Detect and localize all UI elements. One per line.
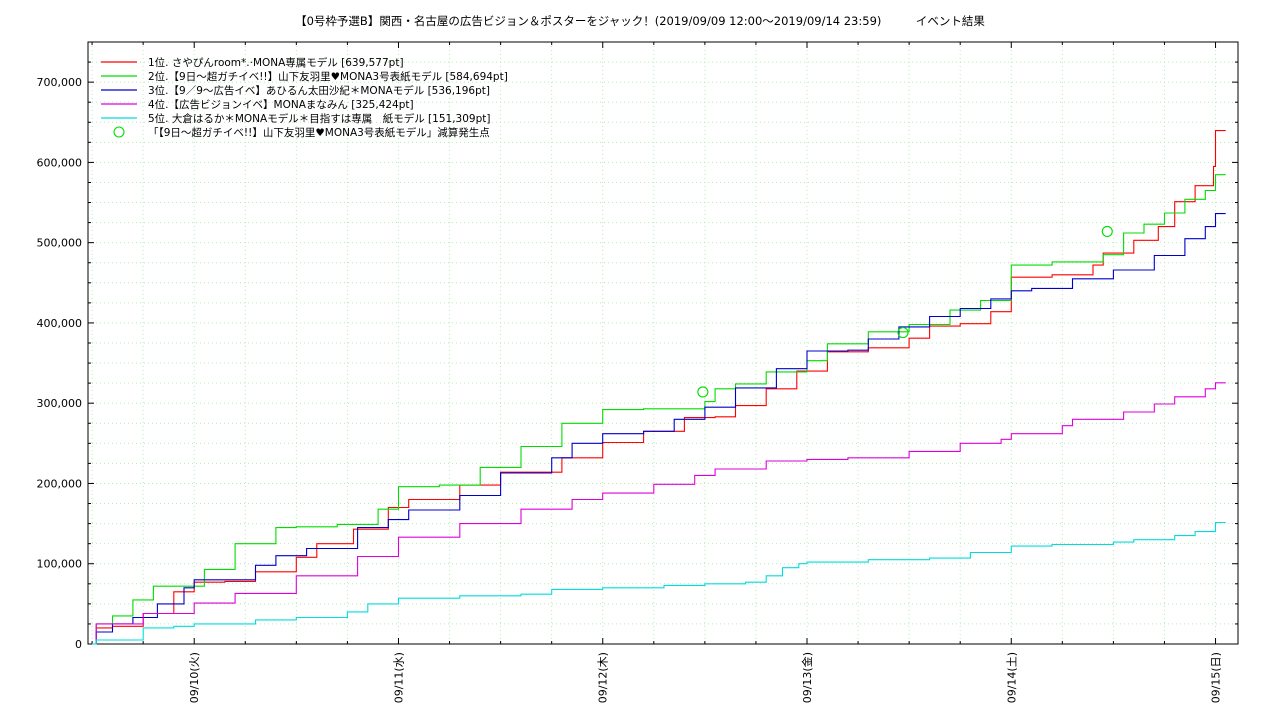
x-tick-label: 09/15(日)	[1210, 652, 1223, 703]
y-tick-label: 300,000	[37, 397, 83, 410]
y-tick-label: 400,000	[37, 317, 83, 330]
event-marker	[897, 327, 909, 339]
series-line-3	[92, 213, 1226, 645]
series-line-5	[92, 521, 1226, 645]
legend-label: 4位.【広告ビジョンイベ】MONAまなみん [325,424pt]	[148, 98, 414, 111]
y-tick-label: 100,000	[37, 558, 83, 571]
event-marker	[697, 386, 709, 398]
y-tick-label: 200,000	[37, 477, 83, 490]
legend-marker-swatch	[113, 126, 125, 138]
legend-label: 「【9日〜超ガチイベ!!】山下友羽里♥MONA3号表紙モデル」減算発生点	[148, 126, 490, 139]
series-line-2	[92, 174, 1226, 645]
y-tick-label: 0	[75, 638, 82, 651]
legend-label: 3位.【9／9〜広告イベ】あひるん太田沙紀＊MONAモデル [536,196pt…	[148, 84, 490, 97]
event-marker	[1101, 225, 1113, 237]
axes: 0 100,000 200,000 300,000 400,000 500,000 600,…	[37, 41, 1238, 703]
legend-label: 2位.【9日〜超ガチイベ!!】山下友羽里♥MONA3号表紙モデル [584,69…	[148, 70, 508, 83]
marker-group	[697, 225, 1113, 398]
y-tick-label: 500,000	[37, 237, 83, 250]
x-tick-label: 09/12(木)	[597, 652, 610, 703]
series-group	[92, 130, 1226, 645]
legend: 1位. さやぴんroom*.·MONA専属モデル [639,577pt]2位.【…	[101, 56, 508, 139]
y-tick-label: 600,000	[37, 156, 83, 169]
x-tick-label: 09/11(水)	[392, 652, 405, 703]
x-tick-label: 09/10(火)	[188, 652, 201, 703]
legend-label: 1位. さやぴんroom*.·MONA専属モデル [639,577pt]	[148, 56, 404, 69]
series-line-4	[92, 382, 1226, 645]
chart-title: 【0号枠予選B】関西・名古屋の広告ビジョン＆ポスターをジャック！(2019/09…	[295, 14, 985, 28]
series-line-1	[92, 130, 1226, 645]
y-tick-label: 700,000	[37, 76, 83, 89]
x-tick-label: 09/13(金)	[800, 652, 814, 703]
x-tick-label: 09/14(土)	[1005, 652, 1018, 703]
legend-label: 5位. 大倉はるか＊MONAモデル＊目指すは専属 紙モデル [151,309pt…	[148, 112, 490, 125]
